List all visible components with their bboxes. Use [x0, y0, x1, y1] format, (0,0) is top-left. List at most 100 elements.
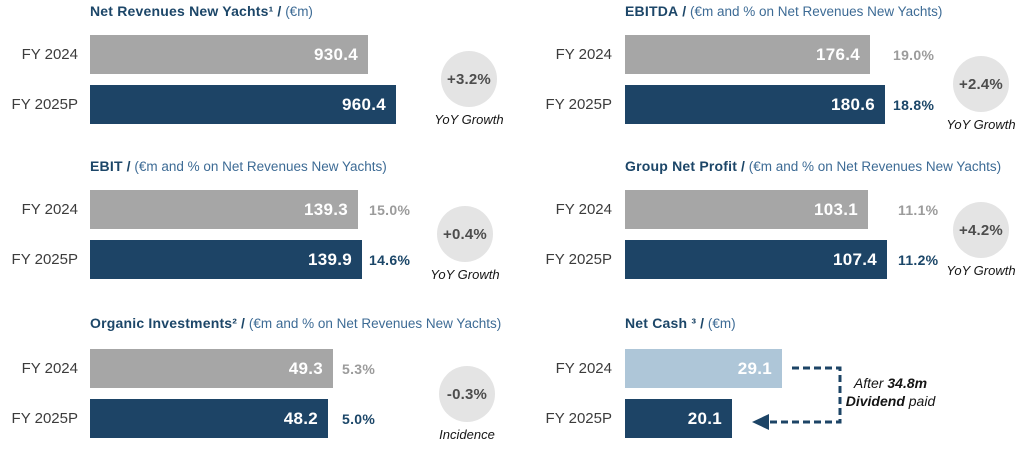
category-label: FY 2025P [11, 251, 78, 268]
category-label: FY 2025P [11, 96, 78, 113]
bar-fy2024: 139.3 [90, 190, 358, 229]
pct-label: 5.0% [342, 410, 376, 427]
bar-fy2024: 29.1 [625, 349, 782, 388]
panel-title: Group Net Profit / (€m and % on Net Reve… [540, 145, 1027, 175]
panel-subtitle: (€m and % on Net Revenues New Yachts) [748, 159, 1002, 174]
note-dividend: Dividend [845, 393, 905, 410]
panel-ebitda: EBITDA / (€m and % on Net Revenues New Y… [540, 0, 1027, 145]
incidence-circle: -0.3% [439, 366, 495, 422]
panel-net-cash: Net Cash ³ / (€m) FY 2024 29.1 FY 2025P … [540, 300, 1027, 457]
bar-track: 49.3 5.3% [90, 349, 540, 388]
panel-title-text: EBIT [90, 158, 123, 174]
growth-caption: YoY Growth [434, 112, 504, 127]
bar-row-fy2025p: FY 2025P 107.4 11.2% [540, 240, 1027, 279]
incidence-value: -0.3% [446, 385, 488, 403]
bar-fy2025p: 139.9 [90, 240, 362, 279]
panel-group-net-profit: Group Net Profit / (€m and % on Net Reve… [540, 145, 1027, 300]
bar-value: 139.9 [307, 249, 352, 269]
bar-track: 930.4 [90, 35, 540, 74]
pct-label: 18.8% [893, 96, 935, 113]
panel-subtitle: (€m and % on Net Revenues New Yachts) [248, 316, 502, 331]
pct-label: 19.0% [893, 46, 935, 63]
title-separator: / [700, 315, 705, 331]
panel-title-text: Organic Investments² [90, 315, 238, 331]
note-prefix: After [853, 375, 888, 391]
dividend-note: After 34.8m Dividend paid [828, 374, 953, 411]
bar-row-fy2025p: FY 2025P 48.2 5.0% [0, 399, 540, 438]
category-label: FY 2025P [545, 410, 612, 427]
bar-row-fy2025p: FY 2025P 20.1 [540, 399, 1027, 438]
category-label: FY 2024 [21, 46, 78, 63]
bar-row-fy2024: FY 2024 29.1 [540, 349, 1027, 388]
panel-subtitle: (€m and % on Net Revenues New Yachts) [689, 4, 943, 19]
bar-fy2024: 103.1 [625, 190, 868, 229]
category-label: FY 2024 [555, 201, 612, 218]
title-separator: / [241, 315, 245, 331]
bar-value: 48.2 [283, 408, 318, 428]
growth-badge: +2.4% YoY Growth [936, 56, 1026, 132]
bar-row-fy2024: FY 2024 103.1 11.1% [540, 190, 1027, 229]
title-separator: / [682, 3, 687, 19]
panel-subtitle: (€m) [707, 316, 736, 331]
bar-rows: FY 2024 930.4 FY 2025P 960.4 [0, 35, 540, 124]
category-label: FY 2025P [11, 410, 78, 427]
bar-fy2025p: 960.4 [90, 85, 396, 124]
category-label: FY 2024 [21, 360, 78, 377]
bar-value: 930.4 [313, 44, 358, 64]
growth-caption: YoY Growth [946, 117, 1016, 132]
bar-value: 20.1 [687, 408, 722, 428]
category-label: FY 2024 [555, 46, 612, 63]
bar-value: 29.1 [737, 358, 772, 378]
growth-badge: +3.2% YoY Growth [424, 51, 514, 127]
bar-fy2024: 930.4 [90, 35, 368, 74]
bar-value: 139.3 [303, 199, 348, 219]
bar-rows: FY 2024 29.1 FY 2025P 20.1 [540, 349, 1027, 438]
title-separator: / [126, 158, 131, 174]
panel-net-revenues: Net Revenues New Yachts¹ / (€m) FY 2024 … [0, 0, 540, 145]
bar-track: 103.1 11.1% [625, 190, 1027, 229]
bar-track: 176.4 19.0% [625, 35, 1027, 74]
bar-track: 48.2 5.0% [90, 399, 540, 438]
bar-track: 960.4 [90, 85, 540, 124]
title-separator: / [277, 3, 282, 19]
bar-track: 29.1 [625, 349, 1027, 388]
bar-rows: FY 2024 103.1 11.1% FY 2025P 107.4 11.2% [540, 190, 1027, 279]
growth-circle: +4.2% [953, 202, 1009, 258]
pct-label: 11.2% [898, 251, 939, 268]
growth-circle: +3.2% [441, 51, 497, 107]
pct-label: 5.3% [342, 360, 376, 377]
bar-rows: FY 2024 139.3 15.0% FY 2025P 139.9 14.6% [0, 190, 540, 279]
incidence-caption: Incidence [439, 427, 495, 442]
pct-label: 15.0% [369, 201, 411, 218]
pct-label: 14.6% [369, 251, 411, 268]
growth-badge: +0.4% YoY Growth [420, 206, 510, 282]
bar-row-fy2025p: FY 2025P 139.9 14.6% [0, 240, 540, 279]
growth-value: +2.4% [959, 75, 1003, 93]
panel-title-text: EBITDA [625, 3, 679, 19]
note-amount: 34.8m [887, 375, 928, 391]
panel-ebit: EBIT / (€m and % on Net Revenues New Yac… [0, 145, 540, 300]
bar-value: 103.1 [813, 199, 858, 219]
note-suffix: paid [904, 393, 936, 410]
bar-value: 49.3 [288, 358, 323, 378]
bar-track: 20.1 [625, 399, 1027, 438]
panel-title-text: Group Net Profit [625, 158, 738, 174]
growth-caption: YoY Growth [946, 263, 1016, 278]
panel-subtitle: (€m and % on Net Revenues New Yachts) [134, 159, 387, 174]
bar-fy2024: 49.3 [90, 349, 333, 388]
bar-row-fy2025p: FY 2025P 960.4 [0, 85, 540, 124]
incidence-badge: -0.3% Incidence [422, 366, 512, 442]
bar-row-fy2024: FY 2024 139.3 15.0% [0, 190, 540, 229]
bar-fy2025p: 180.6 [625, 85, 885, 124]
title-separator: / [740, 158, 745, 174]
bar-rows: FY 2024 176.4 19.0% FY 2025P 180.6 18.8% [540, 35, 1027, 124]
growth-circle: +0.4% [437, 206, 493, 262]
bar-value: 176.4 [815, 44, 860, 64]
category-label: FY 2024 [555, 360, 612, 377]
panel-title: EBIT / (€m and % on Net Revenues New Yac… [0, 145, 540, 175]
category-label: FY 2024 [21, 201, 78, 218]
bar-track: 107.4 11.2% [625, 240, 1027, 279]
growth-circle: +2.4% [953, 56, 1009, 112]
bar-fy2025p: 107.4 [625, 240, 887, 279]
bar-row-fy2024: FY 2024 176.4 19.0% [540, 35, 1027, 74]
